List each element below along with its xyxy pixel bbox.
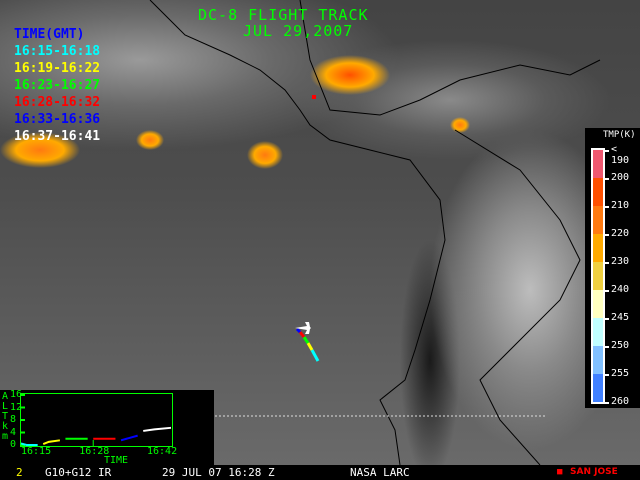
source-label: NASA LARC (350, 466, 410, 479)
colorbar-tick (603, 206, 609, 208)
time-legend-heading: TIME(GMT) (14, 27, 85, 42)
x-tick-label: 16:15 (21, 446, 52, 457)
page-title: DC-8 FLIGHT TRACK (198, 6, 369, 24)
legend-label: SAN JOSE (570, 467, 618, 477)
flight-track-segment (295, 327, 302, 334)
border (299, 0, 601, 465)
status-bar: 2 G10+G12 IR 29 JUL 07 16:28 Z NASA LARC… (0, 465, 640, 480)
time-legend-item: 16:23-16:27 (14, 78, 101, 93)
colorbar-tick (603, 290, 609, 292)
colorbar-label: 200 (611, 172, 630, 183)
aircraft-icon (295, 322, 311, 334)
altitude-series-line (42, 439, 61, 445)
temperature-colorbar: TMP(K) < 190 200 210 220 230 240 245 250 255 260 (585, 128, 640, 408)
colorbar-label: 230 (611, 256, 630, 267)
satellite-image (0, 0, 640, 465)
colorbar-label: 240 (611, 284, 630, 295)
colorbar-segment (593, 206, 603, 234)
altitude-series-line (143, 426, 172, 432)
frame-number: 2 (16, 466, 23, 479)
colorbar-label: < 190 (611, 144, 630, 166)
x-tick-label: 16:42 (147, 446, 178, 457)
colorbar-segment (593, 150, 603, 178)
colorbar-tick (603, 374, 609, 376)
colorbar-segment (593, 374, 603, 402)
san-jose-marker (312, 95, 316, 99)
colorbar-tick (603, 346, 609, 348)
y-tick-label: 4 (10, 426, 17, 438)
colorbar-label: 210 (611, 200, 630, 211)
y-tick-label: 12 (10, 401, 23, 413)
legend-marker: ■ (557, 467, 563, 477)
time-legend-item: 16:33-16:36 (14, 112, 101, 127)
axis-letter: m (2, 431, 9, 442)
colorbar-label: 250 (611, 340, 630, 351)
flight-track-segment (302, 336, 310, 344)
y-tick (21, 394, 25, 396)
colorbar-segment (593, 290, 603, 318)
altitude-series-line (120, 434, 138, 442)
altitude-series-line (20, 442, 38, 446)
flight-track-segment (310, 349, 320, 362)
axis-letter: T (2, 411, 9, 422)
x-axis-label: TIME (104, 455, 129, 466)
datetime-label: 29 JUL 07 16:28 Z (162, 466, 275, 479)
map-overlay (149, 0, 601, 465)
colorbar-label: 245 (611, 312, 630, 323)
colorbar-segment (593, 346, 603, 374)
colorbar-label: 260 (611, 396, 630, 407)
colorbar-segment (593, 178, 603, 206)
colorbar-tick (603, 262, 609, 264)
colorbar-tick (603, 150, 609, 152)
colorbar-tick (603, 234, 609, 236)
y-tick-label: 16 (10, 389, 23, 400)
colorbar-tick (603, 178, 609, 180)
time-legend-item: 16:28-16:32 (14, 95, 101, 110)
axis-letter: A (2, 391, 9, 402)
axis-letter: L (2, 401, 9, 412)
time-legend-item: 16:19-16:22 (14, 61, 101, 76)
axis-letter: k (2, 421, 9, 432)
colorbar-label: 255 (611, 368, 630, 379)
date-label: JUL 29,2007 (243, 22, 354, 40)
y-tick (21, 419, 25, 421)
y-tick-label: 0 (10, 439, 17, 450)
y-tick-label: 8 (10, 414, 17, 425)
colorbar-tick (603, 318, 609, 320)
colorbar-label: 220 (611, 228, 630, 239)
colorbar-tick (603, 402, 609, 404)
colorbar-title: TMP(K) (603, 130, 636, 140)
y-tick (21, 406, 25, 409)
flight-track-segment (306, 342, 314, 351)
time-legend-item: 16:37-16:41 (14, 129, 101, 144)
coastline (149, 0, 446, 465)
colorbar-segment (593, 318, 603, 346)
time-legend-item: 16:15-16:18 (14, 44, 101, 59)
y-tick (21, 431, 25, 434)
colorbar-segment (593, 262, 603, 290)
satellite-label: G10+G12 IR (45, 466, 112, 479)
flight-track (295, 327, 320, 362)
colorbar-segment (593, 234, 603, 262)
flight-track-segment (298, 331, 306, 338)
x-tick-label: 16:28 (79, 446, 110, 457)
